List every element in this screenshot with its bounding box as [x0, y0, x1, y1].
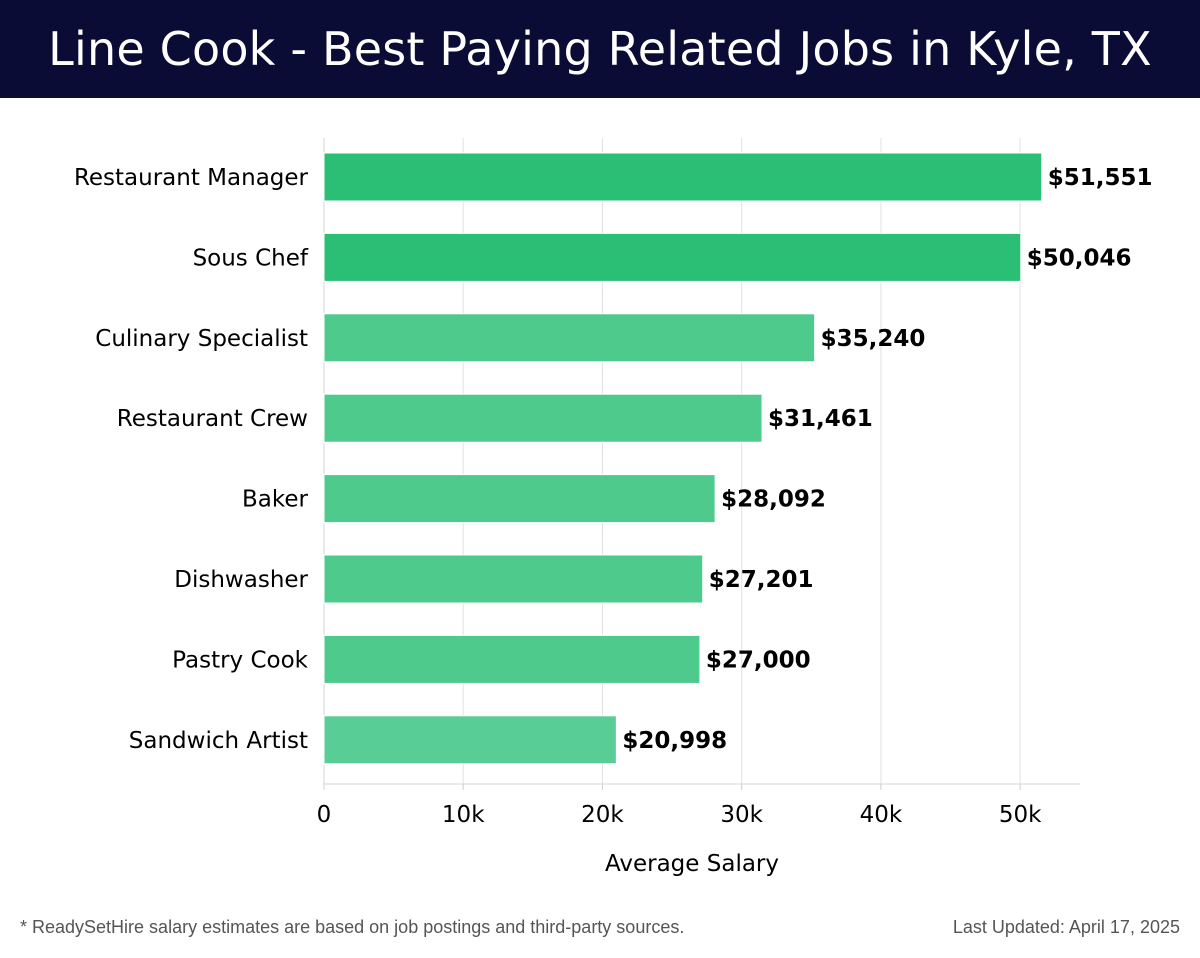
x-tick-label: 50k [999, 802, 1042, 828]
value-label: $50,046 [1027, 245, 1132, 271]
bar [323, 715, 617, 765]
bar [323, 474, 716, 524]
value-label: $51,551 [1048, 165, 1153, 191]
category-label: Restaurant Manager [74, 165, 309, 191]
value-label: $27,000 [706, 647, 811, 673]
bars [323, 152, 1043, 765]
category-label: Restaurant Crew [117, 406, 308, 432]
bar [323, 393, 763, 443]
category-label: Dishwasher [174, 567, 308, 593]
chart-header: Line Cook - Best Paying Related Jobs in … [0, 0, 1200, 98]
value-label: $28,092 [721, 487, 826, 513]
category-label: Sous Chef [193, 245, 309, 271]
chart-title: Line Cook - Best Paying Related Jobs in … [48, 22, 1152, 76]
value-label: $20,998 [622, 728, 727, 754]
source-note: * ReadySetHire salary estimates are base… [20, 917, 685, 937]
x-tick-label: 30k [720, 802, 763, 828]
x-axis-title: Average Salary [605, 851, 779, 877]
bar-chart: 0 10k 20k 30k 40k 50k Restaurant Manager $51,55… [74, 138, 1153, 877]
x-tick-label: 20k [581, 802, 624, 828]
x-tick-label: 10k [442, 802, 485, 828]
category-label: Culinary Specialist [95, 326, 308, 352]
bar [323, 554, 704, 604]
category-label: Pastry Cook [172, 647, 309, 673]
bar [323, 152, 1043, 202]
labels: 0 10k 20k 30k 40k 50k Restaurant Manager $51,55… [74, 165, 1153, 877]
value-label: $35,240 [821, 326, 926, 352]
value-label: $31,461 [768, 406, 873, 432]
value-label: $27,201 [709, 567, 814, 593]
category-label: Sandwich Artist [129, 728, 308, 754]
x-tick-label: 40k [860, 802, 903, 828]
bar [323, 634, 701, 684]
bar [323, 232, 1022, 282]
bar [323, 313, 816, 363]
x-tick-label: 0 [317, 802, 332, 828]
last-updated: Last Updated: April 17, 2025 [952, 917, 1180, 937]
category-label: Baker [242, 487, 309, 513]
